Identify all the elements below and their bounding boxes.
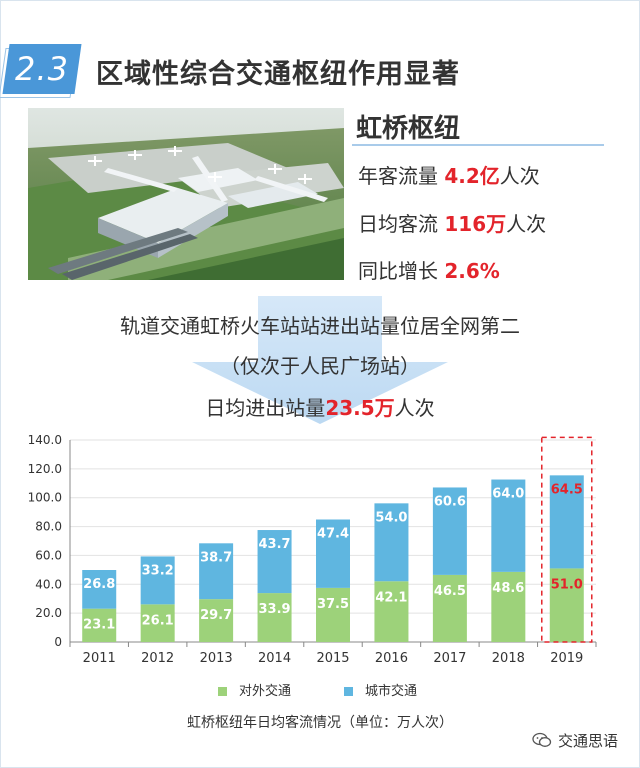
data-label: 46.5 xyxy=(434,584,466,599)
y-tick-label: 140.0 xyxy=(28,433,62,447)
annual-passenger-flow: 年客流量 4.2亿人次 xyxy=(358,160,540,189)
stat-value: 4.2亿 xyxy=(444,164,500,188)
stat-unit: 人次 xyxy=(506,212,547,236)
bar-external xyxy=(374,581,409,642)
rail-ranking-text: 轨道交通虹桥火车站站进出站量位居全网第二 xyxy=(120,314,520,338)
hub-title: 虹桥枢纽 xyxy=(356,114,461,144)
x-tick-label: 2014 xyxy=(258,651,291,666)
watermark: 交通思语 xyxy=(532,730,618,751)
data-label: 26.8 xyxy=(83,577,115,592)
data-label: 37.5 xyxy=(317,597,349,612)
stat-label: 日均客流 xyxy=(358,212,445,236)
watermark-text: 交通思语 xyxy=(558,732,619,750)
bar-city xyxy=(199,543,234,600)
bar-external xyxy=(491,571,526,642)
hongqiao-hub-image xyxy=(28,108,344,280)
bar-external xyxy=(199,599,234,642)
bar-external xyxy=(316,587,350,642)
legend-label-external: 对外交通 xyxy=(239,684,292,699)
legend-label-city: 城市交通 xyxy=(365,684,418,699)
x-tick-label: 2013 xyxy=(200,651,233,666)
year-over-year-growth: 同比增长 2.6% xyxy=(358,255,500,284)
x-tick-label: 2011 xyxy=(83,651,116,666)
y-tick-label: 100.0 xyxy=(28,491,62,505)
data-label: 60.6 xyxy=(434,494,466,509)
section-title: 区域性综合交通枢纽作用显著 xyxy=(96,59,460,90)
rail-daily-volume: 日均进出站量23.5万人次 xyxy=(0,392,640,421)
stat-label: 年客流量 xyxy=(358,164,445,188)
y-tick-label: 80.0 xyxy=(35,520,62,534)
stat-value: 116万 xyxy=(444,212,507,236)
bar-external xyxy=(257,593,292,642)
down-arrow-icon xyxy=(192,296,448,424)
legend-city: 城市交通 xyxy=(344,680,417,699)
bar-external xyxy=(432,574,467,642)
y-tick-label: 20.0 xyxy=(35,606,62,620)
data-label: 54.0 xyxy=(375,510,407,525)
data-label: 26.1 xyxy=(142,613,174,628)
x-tick-label: 2017 xyxy=(433,651,466,666)
data-label: 51.0 xyxy=(551,577,583,592)
daily-passenger-flow: 日均客流 116万人次 xyxy=(358,208,546,237)
wechat-icon xyxy=(532,732,552,747)
legend-swatch-external xyxy=(218,687,227,696)
rail-volume-value: 23.5万 xyxy=(325,396,395,420)
bar-city xyxy=(140,556,175,605)
section-number: 2.3 xyxy=(15,50,69,88)
data-label: 48.6 xyxy=(492,581,524,596)
data-label: 23.1 xyxy=(83,618,115,633)
legend-swatch-city xyxy=(344,687,353,696)
bar-city xyxy=(82,570,117,609)
x-tick-label: 2019 xyxy=(550,651,583,666)
bar-city xyxy=(549,475,584,569)
rail-volume-suffix: 人次 xyxy=(394,396,435,420)
data-label: 43.7 xyxy=(259,537,291,552)
stat-value: 2.6% xyxy=(444,259,500,283)
data-label: 47.4 xyxy=(317,527,349,542)
rail-volume-prefix: 日均进出站量 xyxy=(205,396,326,420)
bar-external xyxy=(140,604,175,642)
data-label: 33.9 xyxy=(259,602,291,617)
highlight-box-2019 xyxy=(541,436,593,643)
rail-ranking-note: （仅次于人民广场站） xyxy=(220,354,420,378)
bar-city xyxy=(491,479,526,572)
y-tick-label: 0 xyxy=(54,635,62,649)
bar-external xyxy=(549,568,584,642)
x-tick-label: 2012 xyxy=(141,651,174,666)
bar-external xyxy=(82,608,117,642)
x-tick-label: 2015 xyxy=(316,651,349,666)
data-label: 42.1 xyxy=(375,590,407,605)
x-tick-label: 2016 xyxy=(375,651,408,666)
data-label: 29.7 xyxy=(200,608,232,623)
data-label: 38.7 xyxy=(200,550,232,565)
bar-city xyxy=(316,519,350,588)
chart-caption: 虹桥枢纽年日均客流情况（单位：万人次） xyxy=(187,715,453,731)
bar-city xyxy=(257,530,292,594)
stat-unit: 人次 xyxy=(499,164,540,188)
data-label: 33.2 xyxy=(142,563,174,578)
bar-city xyxy=(374,503,409,582)
passenger-flow-chart: 0 20.0 40.0 60.0 80.0 100.0 120.0 140.0 23.1 26.8… xyxy=(28,433,597,666)
legend-external: 对外交通 xyxy=(218,680,291,699)
hub-title-underline xyxy=(352,144,604,146)
x-tick-label: 2018 xyxy=(492,651,525,666)
y-tick-label: 40.0 xyxy=(35,577,62,591)
data-label: 64.5 xyxy=(551,482,583,497)
data-label: 64.0 xyxy=(492,487,524,502)
bar-city xyxy=(432,487,467,575)
y-tick-label: 60.0 xyxy=(35,548,62,562)
stat-label: 同比增长 xyxy=(358,259,445,283)
y-tick-label: 120.0 xyxy=(28,462,62,476)
